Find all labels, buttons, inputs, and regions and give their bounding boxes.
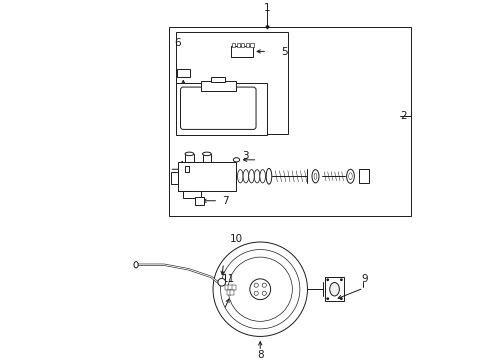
Ellipse shape [254, 291, 258, 295]
Bar [171, 172, 178, 184]
Bar [178, 162, 235, 191]
Circle shape [339, 278, 342, 281]
Bar [169, 27, 410, 216]
Ellipse shape [329, 283, 339, 296]
Circle shape [218, 278, 225, 286]
Ellipse shape [262, 291, 266, 295]
Text: 8: 8 [256, 350, 263, 360]
Ellipse shape [233, 158, 239, 162]
Ellipse shape [184, 152, 193, 156]
Ellipse shape [348, 173, 351, 180]
Text: 2: 2 [400, 111, 406, 121]
Bar [194, 197, 203, 205]
Bar [250, 43, 253, 47]
Text: 9: 9 [361, 274, 368, 284]
Bar [359, 169, 368, 183]
Bar [241, 43, 244, 47]
Ellipse shape [254, 283, 258, 287]
Text: 6: 6 [174, 38, 180, 48]
Circle shape [339, 297, 342, 300]
Bar [228, 285, 232, 290]
Bar [176, 83, 266, 135]
Ellipse shape [254, 170, 259, 183]
Bar [201, 81, 235, 91]
Text: 10: 10 [230, 234, 243, 243]
Bar [236, 43, 240, 47]
Circle shape [325, 297, 328, 300]
Bar [231, 285, 236, 290]
Ellipse shape [243, 170, 248, 183]
Bar [232, 43, 235, 47]
Ellipse shape [313, 173, 316, 179]
Bar [226, 290, 230, 295]
Text: 7: 7 [222, 196, 228, 206]
Bar [211, 77, 225, 82]
Bar [177, 69, 189, 77]
Text: 1: 1 [264, 3, 270, 13]
Circle shape [325, 278, 328, 281]
Bar [230, 290, 234, 295]
Text: 11: 11 [222, 274, 235, 284]
Bar [230, 46, 253, 57]
Bar [176, 32, 287, 134]
Bar [324, 277, 344, 301]
Circle shape [249, 279, 270, 300]
Ellipse shape [202, 152, 211, 156]
FancyBboxPatch shape [180, 87, 256, 129]
Bar [245, 43, 248, 47]
Ellipse shape [237, 170, 243, 183]
Text: 4: 4 [177, 161, 184, 171]
Ellipse shape [265, 168, 271, 184]
Ellipse shape [259, 170, 265, 183]
Ellipse shape [311, 170, 318, 183]
Circle shape [213, 242, 307, 337]
Text: 3: 3 [242, 151, 248, 161]
Text: 5: 5 [281, 47, 287, 57]
Ellipse shape [248, 170, 254, 183]
Bar [184, 166, 188, 172]
Bar [183, 191, 201, 198]
Ellipse shape [134, 262, 138, 268]
Ellipse shape [262, 283, 266, 287]
Bar [224, 285, 229, 290]
Bar [202, 154, 211, 162]
Bar [184, 154, 193, 162]
Ellipse shape [346, 169, 354, 183]
